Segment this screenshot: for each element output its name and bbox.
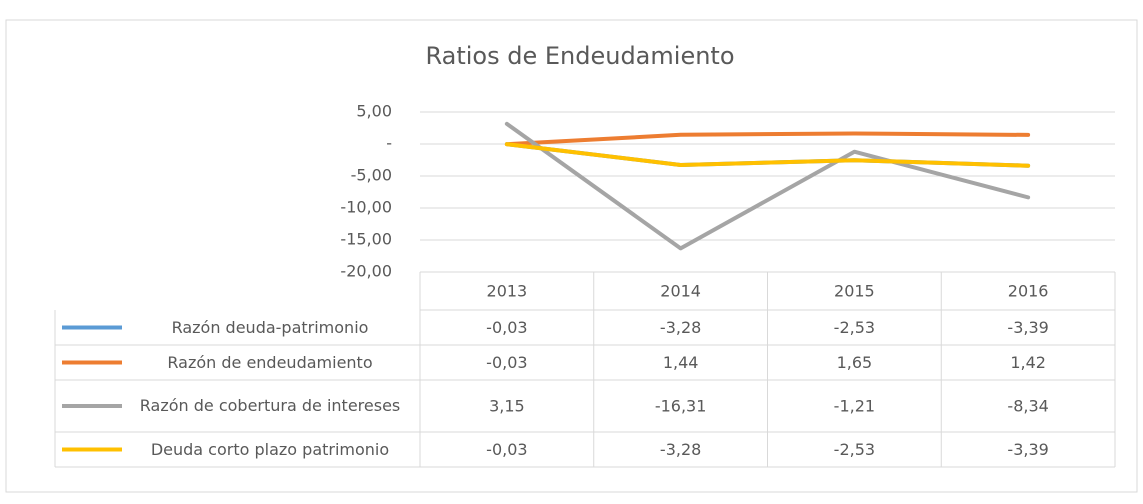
data-label: 3,15	[489, 397, 525, 416]
data-label: 1,65	[837, 353, 873, 372]
legend-label-box: Razón deuda-patrimonio	[171, 317, 369, 337]
data-label: -3,39	[1007, 440, 1048, 459]
data-label: -2,53	[834, 440, 875, 459]
data-label: -3,28	[660, 318, 701, 337]
data-label: -16,31	[655, 397, 707, 416]
data-label: -3,39	[1007, 318, 1048, 337]
y-tick-label: -15,00	[340, 230, 392, 249]
legend-label-box: Razón de endeudamiento	[167, 352, 373, 372]
data-label: -0,03	[486, 318, 527, 337]
legend-label: Deuda corto plazo patrimonio	[150, 439, 390, 459]
legend-label: Razón de endeudamiento	[167, 352, 373, 372]
series-line	[504, 131, 1031, 147]
x-tick-label: 2013	[487, 282, 528, 301]
data-label: -2,53	[834, 318, 875, 337]
chart-border	[5, 19, 1138, 493]
data-label: -1,21	[834, 397, 875, 416]
y-tick-label: 5,00	[356, 102, 392, 121]
legend-label: Razón de cobertura de intereses	[139, 396, 401, 415]
legend-label-box: Razón de cobertura de intereses	[139, 396, 401, 415]
x-tick-label: 2015	[834, 282, 875, 301]
legend-label: Razón deuda-patrimonio	[171, 317, 369, 337]
series-line	[504, 142, 1031, 168]
x-tick-label: 2016	[1008, 282, 1049, 301]
data-label: -0,03	[486, 440, 527, 459]
y-tick-label: -5,00	[351, 166, 392, 185]
data-label: 1,42	[1010, 353, 1046, 372]
data-label: -8,34	[1007, 397, 1048, 416]
data-label: -0,03	[486, 353, 527, 372]
data-label: -3,28	[660, 440, 701, 459]
data-label: 1,44	[663, 353, 699, 372]
legend-label-box: Deuda corto plazo patrimonio	[150, 439, 390, 459]
y-tick-label: -	[386, 134, 392, 153]
chart-title: Ratios de Endeudamiento	[425, 42, 734, 70]
x-tick-label: 2014	[660, 282, 701, 301]
y-tick-label: -20,00	[340, 262, 392, 281]
y-tick-label: -10,00	[340, 198, 392, 217]
series-line	[504, 121, 1031, 251]
